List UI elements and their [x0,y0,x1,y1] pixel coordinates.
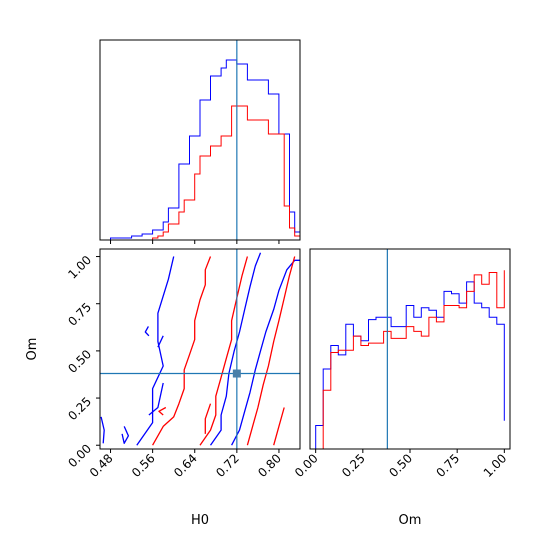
ylabel-Om: Om [25,338,40,361]
contour-xtick-label: 0.56 [129,451,158,480]
hist-H0-panel [99,39,301,244]
xlabel-H0: H0 [191,513,209,528]
contour-blue-line [231,259,300,446]
contour-red-line [204,403,212,434]
contour-xtick-label: 0.64 [171,451,200,480]
contour-ytick-label: 1.00 [65,253,94,282]
contour-blue-line [157,335,164,348]
contour-ytick-label: 0.50 [65,347,94,376]
hist-H0-axes [99,39,301,241]
hist-Om-xtick-label: 0.00 [292,451,321,480]
contour-lines [100,252,300,446]
contour-xtick-label: 0.80 [255,451,284,480]
contour-ytick-label: 0.25 [65,394,94,423]
contour-xtick-label: 0.48 [87,451,116,480]
contour-red-line [199,256,249,446]
contour-blue-line [209,252,262,446]
contour-blue-line [148,382,164,416]
hist-Om-xtick-label: 1.00 [481,451,510,480]
contour-H0-Om-panel: 0.48 0.56 0.64 0.72 0.800.000.250.500.751.00… [25,248,301,528]
hist-Om-red-series [315,270,505,450]
contour-red-line [158,406,167,416]
xlabel-Om: Om [399,513,422,528]
contour-red-line [273,407,285,446]
contour-blue-line [100,416,105,444]
hist-Om-xtick-label: 0.50 [386,451,415,480]
hist-Om-xtick-label: 0.75 [433,451,462,480]
hist-Om-xtick-label: 0.25 [339,451,368,480]
contour-red-line [152,256,212,446]
contour-axes [99,248,301,450]
contour-xtick-label: 0.72 [213,451,242,480]
hist-Om-panel: 0.00 0.25 0.50 0.75 1.00 Om [292,248,511,528]
contour-blue-line [121,426,130,444]
contour-red-line [246,256,296,446]
truth-marker [232,369,241,378]
hist-Om-axes [309,248,511,450]
contour-ytick-label: 0.75 [65,300,94,329]
hist-H0-blue-series [100,59,301,241]
contour-blue-line [144,326,150,337]
hist-Om-blue-series [315,281,505,449]
contour-blue-line [136,256,175,446]
